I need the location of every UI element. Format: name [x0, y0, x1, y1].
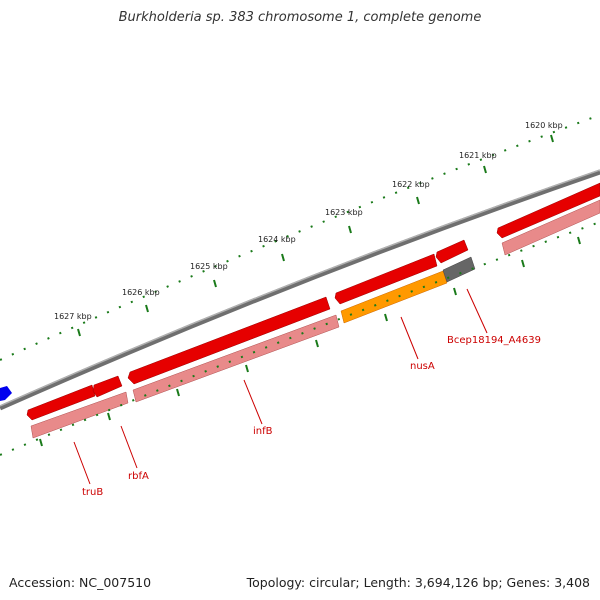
scale-label: 1623 kbp: [325, 208, 363, 217]
gene-label-nusA[interactable]: nusA: [410, 361, 435, 372]
scale-label: 1621 kbp: [459, 151, 497, 160]
gene-arrow-Bcep[interactable]: [435, 239, 469, 264]
genome-summary-text: Topology: circular; Length: 3,694,126 bp…: [246, 575, 590, 590]
scale-label: 1625 kbp: [190, 262, 228, 271]
forward-strand-genes: [26, 182, 600, 421]
gene-label-Bcep[interactable]: Bcep18194_A4639: [447, 335, 541, 346]
scale-label: 1624 kbp: [258, 235, 296, 244]
scale-label: 1626 kbp: [122, 288, 160, 297]
outer-scale-ruler: [0, 114, 600, 361]
inner-scale-ruler: [0, 221, 600, 456]
gene-arrow-truB[interactable]: [26, 384, 96, 421]
gene-arrow-nusA[interactable]: [334, 253, 438, 305]
gene-band-right-lower[interactable]: [501, 199, 600, 256]
gene-arrow-rbfA[interactable]: [92, 375, 123, 398]
outer-major-ticks: [77, 134, 554, 337]
gene-band-nusA-lower[interactable]: [340, 270, 448, 324]
gene-arrow-blue[interactable]: [0, 386, 12, 401]
scale-label: 1627 kbp: [54, 312, 92, 321]
gene-label-truB[interactable]: truB: [82, 487, 103, 498]
accession-text: Accession: NC_007510: [9, 575, 152, 590]
gene-arrow-infB[interactable]: [127, 296, 331, 385]
gene-band-Bcep-lower[interactable]: [442, 256, 476, 283]
map-title: Burkholderia sp. 383 chromosome 1, compl…: [118, 10, 482, 25]
gene-band-infB-lower[interactable]: [132, 314, 340, 403]
gene-label-rbfA[interactable]: rbfA: [128, 471, 149, 482]
gene-label-infB[interactable]: infB: [253, 426, 273, 437]
inner-major-ticks: [39, 236, 581, 447]
gene-band-truB-lower[interactable]: [30, 391, 129, 439]
label-leaders: [73, 288, 488, 485]
scale-label: 1622 kbp: [392, 180, 430, 189]
gene-arrow-right[interactable]: [496, 182, 600, 239]
scale-label: 1620 kbp: [525, 121, 563, 130]
lower-strand-genes: [30, 199, 600, 439]
chromosome-backbone: [0, 169, 600, 411]
